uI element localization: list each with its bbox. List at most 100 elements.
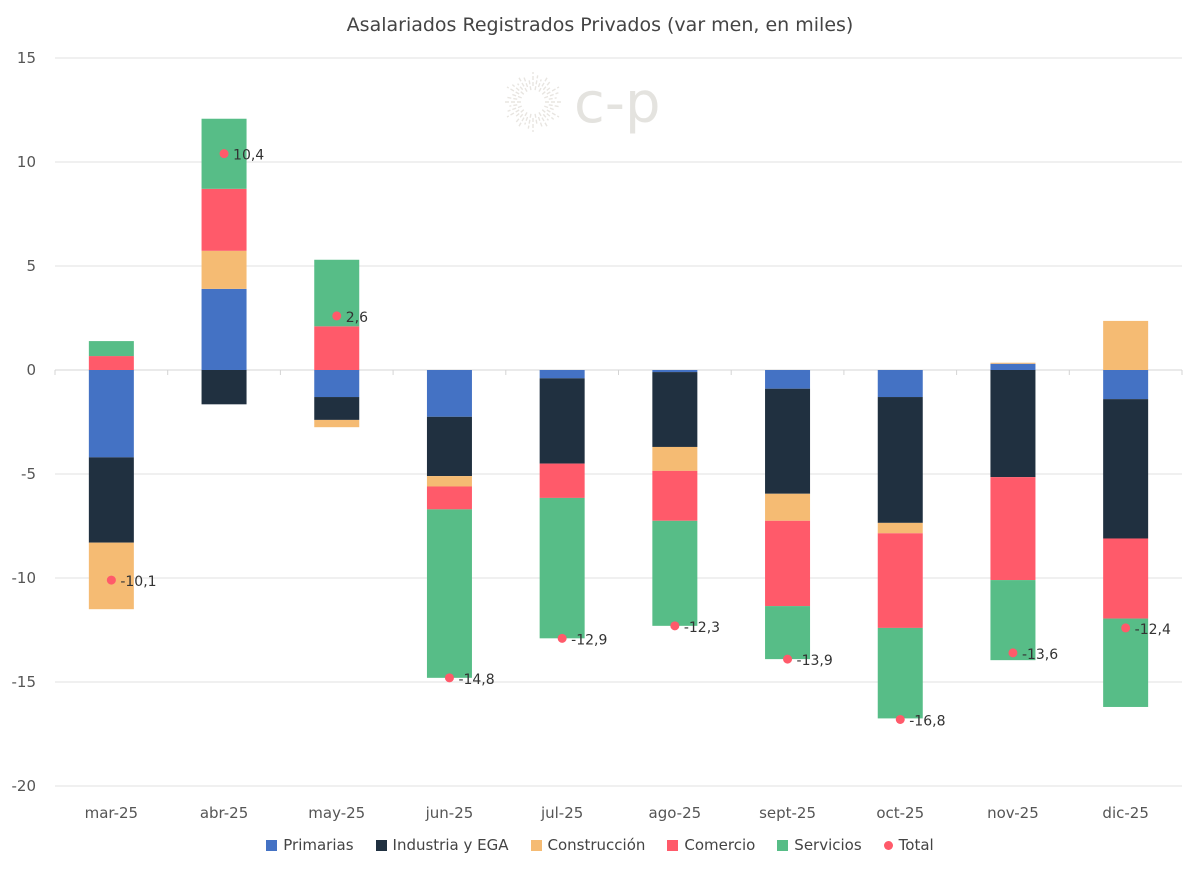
total-marker <box>219 149 229 159</box>
sunburst-ray <box>506 109 520 118</box>
sunburst-ray <box>542 113 549 121</box>
bar-segment-industria-y-ega-may-25 <box>314 397 360 420</box>
legend-swatch-icon <box>375 839 387 851</box>
bar-segment-primarias-oct-25 <box>877 370 923 398</box>
bar-segment-primarias-sept-25 <box>765 370 811 389</box>
x-tick-label: mar-25 <box>85 804 139 822</box>
bar-segment-construcción-oct-25 <box>877 522 923 534</box>
sunburst-ray <box>534 75 539 91</box>
legend-swatch-icon <box>266 839 278 851</box>
total-data-label: -16,8 <box>909 713 945 729</box>
legend: Primarias Industria y EGA Construcción Come… <box>0 836 1200 854</box>
bar-segment-servicios-mar-25 <box>88 341 134 357</box>
sunburst-ray <box>517 83 524 91</box>
total-data-label: -12,3 <box>684 620 720 636</box>
y-tick-label: 15 <box>17 49 36 67</box>
bar-segment-comercio-nov-25 <box>990 477 1036 581</box>
y-tick-label: -20 <box>12 777 37 795</box>
total-data-label: -14,8 <box>458 672 494 688</box>
legend-item-total[interactable]: Total <box>883 836 934 854</box>
total-data-label: 2,6 <box>346 310 368 326</box>
sunburst-ray <box>527 113 532 129</box>
bar-segment-construcción-sept-25 <box>765 493 811 521</box>
legend-item-comercio[interactable]: Comercio <box>667 836 755 854</box>
sunburst-ray <box>507 105 522 112</box>
total-marker <box>670 621 680 631</box>
sunburst-ray <box>537 79 542 88</box>
bar-segment-servicios-dic-25 <box>1103 618 1149 707</box>
total-marker <box>1121 623 1131 633</box>
bar-segment-primarias-ago-25 <box>652 370 698 373</box>
bar-segment-construcción-ago-25 <box>652 446 698 471</box>
x-tick-label: dic-25 <box>1102 804 1148 822</box>
bar-segment-primarias-may-25 <box>314 370 360 398</box>
legend-item-construcción[interactable]: Construcción <box>530 836 645 854</box>
y-axis: 15 10 5 0 -5 -10 -15 -20 <box>12 49 37 795</box>
bar-segment-industria-y-ega-ago-25 <box>652 372 698 447</box>
bar-segment-industria-y-ega-nov-25 <box>990 370 1036 478</box>
bar-segment-primarias-mar-25 <box>88 370 134 458</box>
sunburst-ray <box>506 96 518 100</box>
x-tick-label: nov-25 <box>987 804 1039 822</box>
legend-swatch-icon <box>530 839 542 851</box>
total-markers: -10,1 10,4 2,6 -14,8 -12,9 -12,3 -13,9 -16,8 -13… <box>106 148 1171 729</box>
total-marker <box>895 714 905 724</box>
x-axis: mar-25 abr-25 may-25 jun-25 jul-25 ago-25 sept… <box>85 804 1149 822</box>
total-data-label: -12,9 <box>571 632 607 648</box>
bar-segment-comercio-dic-25 <box>1103 538 1149 619</box>
sunburst-ray <box>514 109 525 118</box>
total-data-label: -10,1 <box>120 574 156 590</box>
bar-segment-construcción-abr-25 <box>201 250 247 289</box>
bar-segment-servicios-oct-25 <box>877 627 923 719</box>
legend-label: Primarias <box>283 836 354 854</box>
bar-segment-comercio-jun-25 <box>426 486 472 510</box>
legend-item-industria-y-ega[interactable]: Industria y EGA <box>375 836 509 854</box>
y-tick-label: 0 <box>26 361 36 379</box>
total-data-label: 10,4 <box>233 148 264 164</box>
sunburst-ray <box>510 93 522 99</box>
sunburst-ray <box>541 109 555 120</box>
legend-item-servicios[interactable]: Servicios <box>777 836 862 854</box>
bar-segment-comercio-jul-25 <box>539 463 585 498</box>
chart-title: Asalariados Registrados Privados (var me… <box>347 14 854 36</box>
y-tick-label: 5 <box>26 257 36 275</box>
y-tick-label: -5 <box>21 465 36 483</box>
sunburst-ray <box>517 112 528 129</box>
bar-segment-industria-y-ega-jun-25 <box>426 416 472 477</box>
total-marker <box>332 311 342 321</box>
sunburst-ray <box>548 97 557 100</box>
total-marker <box>557 633 567 643</box>
x-tick-label: oct-25 <box>876 804 924 822</box>
sunburst-ray <box>515 113 524 124</box>
y-tick-label: -10 <box>12 569 37 587</box>
legend-dot-icon <box>883 840 893 850</box>
sunburst-ray <box>544 105 556 111</box>
sunburst-ray <box>544 92 559 99</box>
sunburst-icon <box>503 72 563 132</box>
sunburst-ray <box>542 80 551 91</box>
legend-item-primarias[interactable]: Primarias <box>266 836 354 854</box>
bar-segment-servicios-jul-25 <box>539 497 585 639</box>
sunburst-ray <box>541 86 552 95</box>
bar-segment-industria-y-ega-mar-25 <box>88 457 134 543</box>
sunburst-ray <box>517 75 528 92</box>
legend-label: Comercio <box>684 836 756 854</box>
x-tick-label: ago-25 <box>649 804 702 822</box>
bar-segment-construcción-jun-25 <box>426 476 472 487</box>
x-tick-label: jun-25 <box>425 804 474 822</box>
bar-segment-servicios-ago-25 <box>652 520 698 626</box>
bar-segment-servicios-nov-25 <box>990 580 1036 661</box>
total-marker <box>444 673 454 683</box>
bar-segment-servicios-jun-25 <box>426 509 472 678</box>
legend-label: Total <box>898 836 934 854</box>
bar-segment-primarias-jul-25 <box>539 370 585 379</box>
bar-segment-industria-y-ega-abr-25 <box>201 370 247 405</box>
sunburst-ray <box>524 116 529 125</box>
bar-segment-comercio-may-25 <box>314 326 360 370</box>
bar-segment-primarias-dic-25 <box>1103 370 1149 400</box>
bar-segment-servicios-sept-25 <box>765 606 811 660</box>
bar-segment-industria-y-ega-dic-25 <box>1103 399 1149 539</box>
legend-swatch-icon <box>777 839 789 851</box>
total-marker <box>783 654 793 664</box>
